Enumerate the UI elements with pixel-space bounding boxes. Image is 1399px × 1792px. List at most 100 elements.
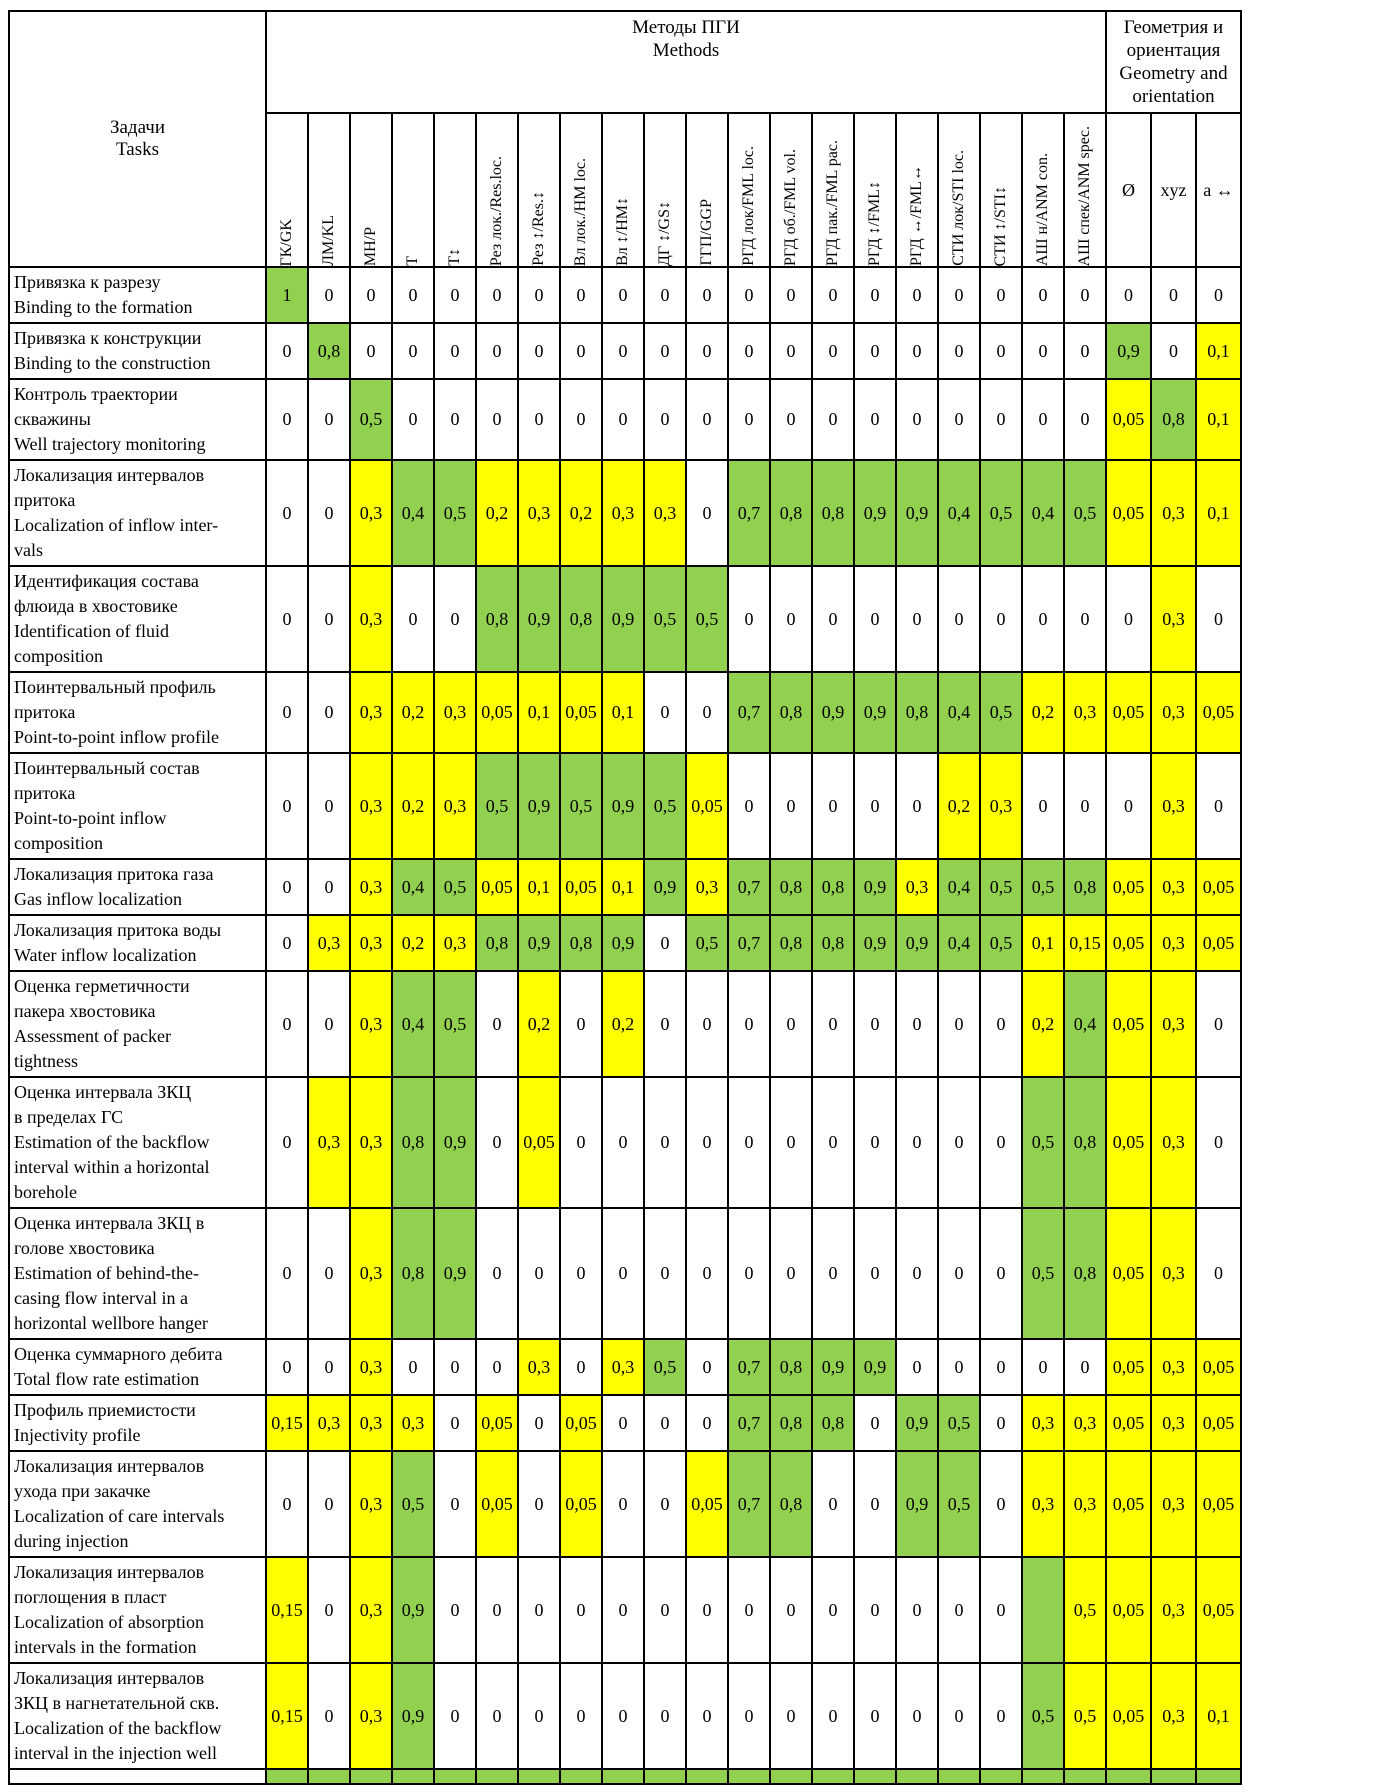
matrix-cell: 0,9 xyxy=(517,914,561,972)
matrix-cell: 0,5 xyxy=(1021,1662,1065,1770)
matrix-cell: 0 xyxy=(391,322,435,380)
task-row: Оценка суммарного дебита Total flow rate… xyxy=(8,1338,1242,1396)
method-column-header: АШ спек/ANM spec. xyxy=(1063,112,1107,268)
matrix-cell xyxy=(769,1768,813,1785)
matrix-cell: 0,4 xyxy=(391,858,435,916)
matrix-cell: 0,8 xyxy=(307,322,351,380)
matrix-cell: 0,05 xyxy=(1195,1450,1242,1558)
matrix-cell: 0,5 xyxy=(937,1450,981,1558)
matrix-cell: 0 xyxy=(643,1662,687,1770)
matrix-cell: 0,3 xyxy=(517,459,561,567)
matrix-cell: 0 xyxy=(769,752,813,860)
matrix-cell: 0 xyxy=(307,752,351,860)
matrix-cell: 0 xyxy=(769,378,813,461)
task-row: Оценка интервала ЗКЦ в голове хвостовика… xyxy=(8,1207,1242,1340)
matrix-cell: 0 xyxy=(853,565,897,673)
matrix-cell xyxy=(1105,1768,1152,1785)
matrix-cell: 0 xyxy=(769,565,813,673)
matrix-cell: 0,2 xyxy=(391,671,435,754)
matrix-cell: 0,9 xyxy=(811,671,855,754)
matrix-cell: 0 xyxy=(307,858,351,916)
method-column-label: Т↕ xyxy=(446,248,463,266)
matrix-cell: 0 xyxy=(685,322,729,380)
method-column-header: РГД ↕/FML↕ xyxy=(853,112,897,268)
method-column-header-wrap: Рез ↕/Res.↕ xyxy=(519,118,559,266)
matrix-cell: 0 xyxy=(601,1076,645,1209)
matrix-cell: 0,3 xyxy=(1150,1394,1197,1452)
method-column-label: ГК/GK xyxy=(278,218,295,266)
task-label: Локализация интервалов ухода при закачке… xyxy=(8,1450,267,1558)
method-column-header-wrap: Рез лок./Res.loc. xyxy=(477,118,517,266)
matrix-cell: 0 xyxy=(1063,1338,1107,1396)
matrix-cell: 0,3 xyxy=(1063,1450,1107,1558)
matrix-cell: 0 xyxy=(853,1394,897,1452)
matrix-cell: 0 xyxy=(265,671,309,754)
matrix-cell: 0,05 xyxy=(1105,1207,1152,1340)
method-column-label: РГД об./FML vol. xyxy=(782,149,799,266)
method-column-header: Т xyxy=(391,112,435,268)
matrix-cell: 0 xyxy=(307,671,351,754)
matrix-cell: 0 xyxy=(601,378,645,461)
method-column-label: ЛМ/KL xyxy=(320,215,337,266)
matrix-cell: 0,3 xyxy=(349,1450,393,1558)
matrix-cell: 0 xyxy=(685,671,729,754)
matrix-cell: 0,5 xyxy=(1021,1076,1065,1209)
matrix-cell: 0 xyxy=(517,266,561,324)
matrix-cell: 0,5 xyxy=(685,914,729,972)
matrix-cell: 0 xyxy=(853,1076,897,1209)
task-label: Оценка интервала ЗКЦ в пределах ГС Estim… xyxy=(8,1076,267,1209)
matrix-cell: 0,5 xyxy=(979,858,1023,916)
matrix-cell: 0,2 xyxy=(937,752,981,860)
matrix-cell: 0 xyxy=(727,1662,771,1770)
matrix-cell: 0 xyxy=(979,565,1023,673)
matrix-cell: 0,4 xyxy=(937,671,981,754)
matrix-cell: 0 xyxy=(559,1207,603,1340)
matrix-cell: 0,05 xyxy=(1105,858,1152,916)
matrix-cell: 0 xyxy=(979,1662,1023,1770)
matrix-cell: 0,05 xyxy=(1195,1556,1242,1664)
matrix-cell: 0,5 xyxy=(1063,459,1107,567)
matrix-cell: 0,8 xyxy=(1150,378,1197,461)
matrix-cell: 0,05 xyxy=(1105,378,1152,461)
matrix-cell: 0 xyxy=(895,1338,939,1396)
matrix-cell: 0,3 xyxy=(517,1338,561,1396)
matrix-cell: 0 xyxy=(601,1450,645,1558)
matrix-cell: 0 xyxy=(433,1556,477,1664)
matrix-cell: 0,3 xyxy=(1150,970,1197,1078)
matrix-cell: 0 xyxy=(433,378,477,461)
matrix-cell: 0 xyxy=(979,1338,1023,1396)
matrix-cell: 0,1 xyxy=(1021,914,1065,972)
matrix-cell: 0 xyxy=(1105,565,1152,673)
task-row: Локализация притока воды Water inflow lo… xyxy=(8,914,1242,972)
matrix-cell: 0 xyxy=(811,1556,855,1664)
task-label: Идентификация состава флюида в хвостовик… xyxy=(8,565,267,673)
matrix-cell: 0,3 xyxy=(1150,1338,1197,1396)
matrix-cell: 0 xyxy=(895,1662,939,1770)
matrix-cell: 0 xyxy=(1195,752,1242,860)
matrix-cell: 0 xyxy=(643,914,687,972)
matrix-cell: 0 xyxy=(811,1207,855,1340)
matrix-cell: 0 xyxy=(979,1207,1023,1340)
matrix-cell: 0,3 xyxy=(433,914,477,972)
matrix-cell: 0,9 xyxy=(853,459,897,567)
matrix-cell: 0,2 xyxy=(601,970,645,1078)
matrix-cell: 0 xyxy=(727,322,771,380)
matrix-cell: 0,15 xyxy=(265,1662,309,1770)
matrix-cell: 0 xyxy=(811,1662,855,1770)
task-label: Поинтервальный профиль притока Point-to-… xyxy=(8,671,267,754)
method-column-label: АШ н/ANM con. xyxy=(1034,152,1051,266)
matrix-cell: 0 xyxy=(769,1662,813,1770)
matrix-cell: 0 xyxy=(1021,752,1065,860)
matrix-cell: 0 xyxy=(307,1662,351,1770)
matrix-cell: 0 xyxy=(391,565,435,673)
matrix-cell: 0,3 xyxy=(895,858,939,916)
matrix-cell: 0,3 xyxy=(349,565,393,673)
matrix-cell: 0,5 xyxy=(979,459,1023,567)
method-column-header-wrap: ДГ ↕/GS↕ xyxy=(645,118,685,266)
matrix-cell: 0,9 xyxy=(517,752,561,860)
matrix-cell: 0,3 xyxy=(601,459,645,567)
matrix-cell: 0,2 xyxy=(517,970,561,1078)
matrix-cell: 0 xyxy=(769,1207,813,1340)
matrix-cell: 0,9 xyxy=(601,752,645,860)
matrix-cell: 0,4 xyxy=(937,858,981,916)
